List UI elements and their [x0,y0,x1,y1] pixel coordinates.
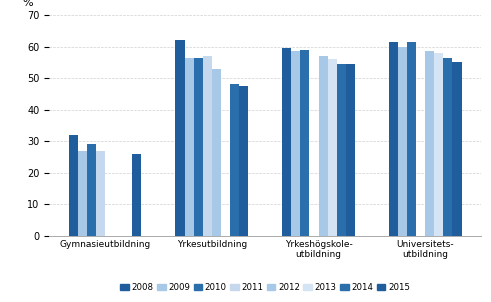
Bar [96,150,105,236]
Bar [425,51,435,236]
Bar [87,144,96,236]
Bar [203,56,212,236]
Bar [435,53,443,236]
Bar [212,69,221,236]
Bar [185,58,193,236]
Bar [398,47,407,236]
Bar [300,50,309,236]
Bar [389,42,398,236]
Bar [230,84,239,236]
Bar [319,56,327,236]
Bar [239,86,248,236]
Y-axis label: %: % [22,0,33,8]
Bar [346,64,355,236]
Legend: 2008, 2009, 2010, 2011, 2012, 2013, 2014, 2015: 2008, 2009, 2010, 2011, 2012, 2013, 2014… [117,280,413,295]
Bar [193,58,203,236]
Bar [69,135,78,236]
Bar [327,59,337,236]
Bar [337,64,346,236]
Bar [282,48,291,236]
Bar [132,154,141,236]
Bar [291,51,300,236]
Bar [453,62,462,236]
Bar [443,58,453,236]
Bar [407,42,416,236]
Bar [78,150,87,236]
Bar [175,40,185,236]
